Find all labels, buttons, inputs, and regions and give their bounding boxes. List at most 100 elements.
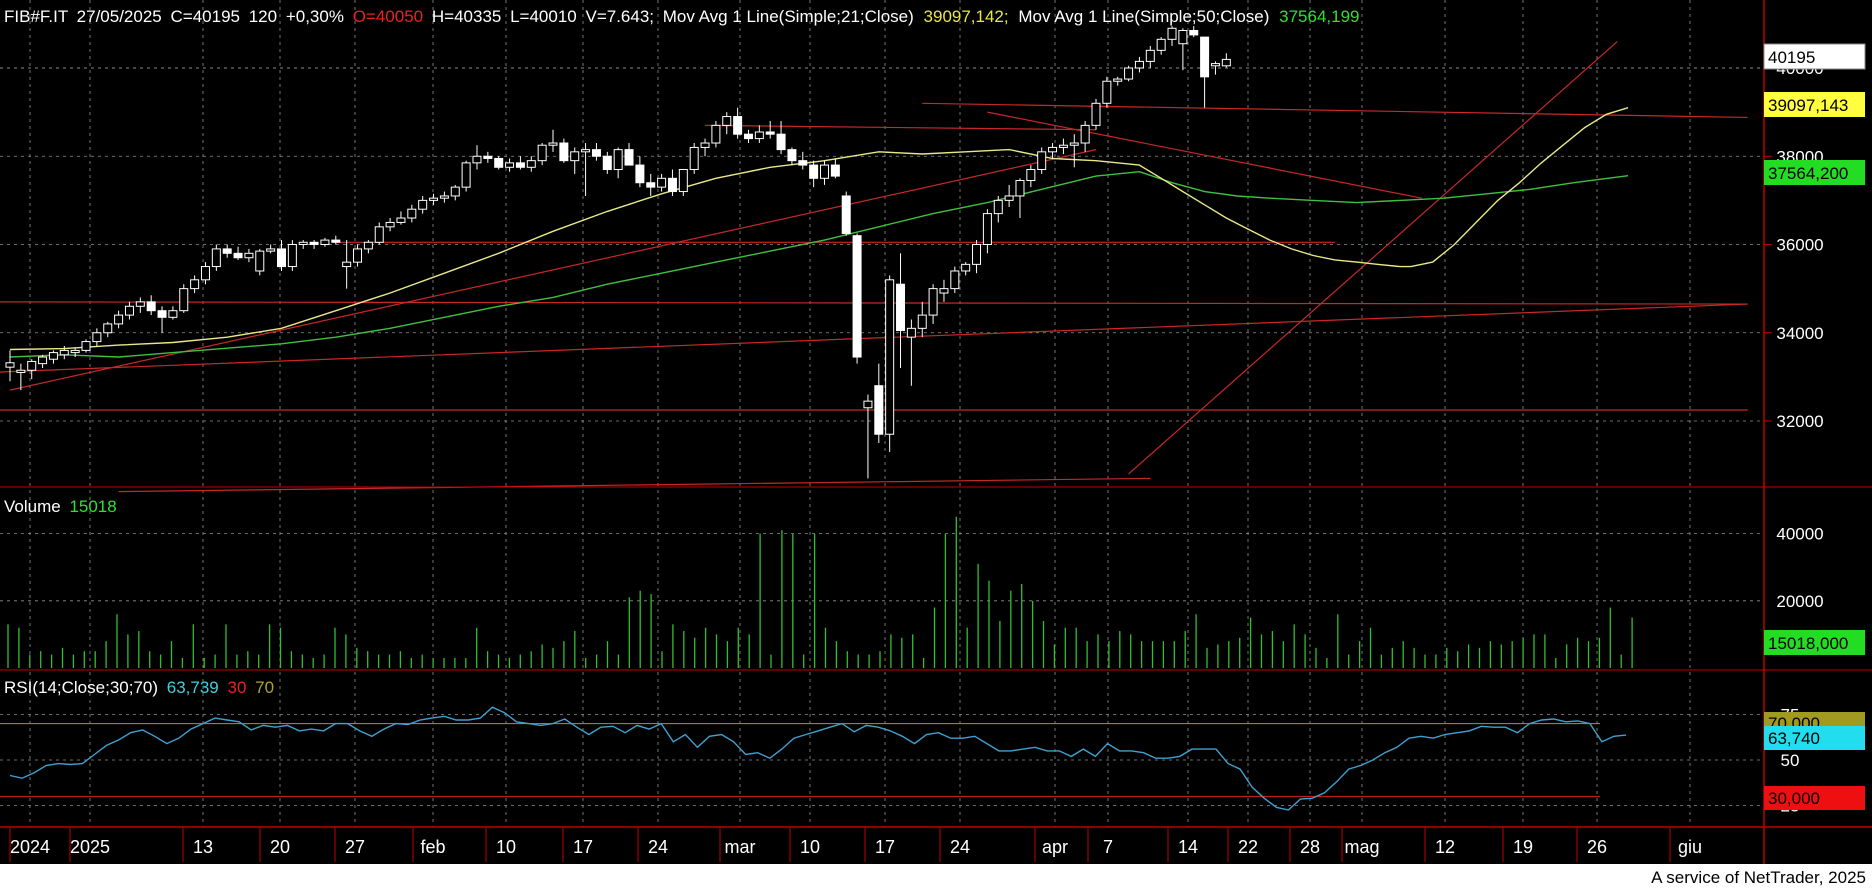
rsi-badge-text: 63,740	[1768, 729, 1820, 748]
candle-body-down	[874, 385, 884, 435]
candle-body-down	[222, 248, 232, 254]
legend-high: H=40335	[432, 7, 501, 26]
candle-body-up	[950, 270, 960, 290]
candle-body-down	[309, 241, 319, 245]
candle-body-down	[830, 164, 840, 177]
candle-body-down	[1189, 29, 1199, 36]
rsi-high: 70	[255, 678, 274, 697]
candle-body-up	[1145, 49, 1155, 62]
candle-body-down	[798, 160, 808, 166]
candle-body-up	[1026, 168, 1036, 182]
candle-body-up	[472, 155, 482, 164]
candle-body-up	[59, 349, 69, 356]
candle-body-up	[1124, 67, 1134, 80]
candle-body-up	[689, 146, 699, 170]
candle-body-up	[1210, 63, 1220, 67]
candle-body-up	[5, 362, 15, 368]
candle-body-up	[820, 164, 829, 179]
candle-body-down	[559, 142, 569, 162]
x-tick-label: 17	[875, 837, 895, 857]
legend-close: C=40195	[171, 7, 240, 26]
x-tick-labels: 2024 2025 13 20 27 feb 10 17 24 mar 10 17 24 apr 7 14 22…	[10, 837, 1702, 857]
footer-credit: A service of NetTrader, 2025	[1651, 868, 1866, 887]
candle-body-down	[635, 164, 645, 184]
candle-body-down	[624, 149, 634, 166]
trendline	[705, 124, 1097, 131]
candle-body-down	[646, 182, 656, 188]
candle-body-up	[972, 244, 982, 265]
candle-body-up	[27, 360, 37, 371]
price-badges: 40195 39097,143 37564,200 15018,000 70,0…	[1763, 43, 1866, 810]
x-tick-label: giu	[1678, 837, 1702, 857]
volume-tick-label: 20000	[1776, 592, 1823, 611]
price-tick-label: 32000	[1776, 412, 1823, 431]
candle-body-up	[906, 327, 916, 338]
candle-body-up	[700, 142, 710, 148]
candle-body-up	[939, 288, 949, 294]
price-tick-label: 36000	[1776, 236, 1823, 255]
x-tick-label: 26	[1587, 837, 1607, 857]
candle-body-down	[787, 149, 797, 162]
trendline	[9, 149, 1097, 391]
ma50-line	[9, 170, 1629, 358]
candle-body-down	[591, 149, 601, 157]
price-tick-label: 34000	[1776, 324, 1823, 343]
candle-body-down	[277, 248, 286, 268]
candle-body-down	[667, 177, 677, 193]
candle-body-up	[266, 248, 276, 252]
rsi-path	[9, 706, 1627, 811]
x-tick-label: 14	[1178, 837, 1198, 857]
candle-body-up	[439, 195, 449, 199]
close-badge-text: 40195	[1768, 48, 1815, 67]
legend-volume: V=7.643;	[585, 7, 654, 26]
axes	[0, 0, 1872, 864]
candle-body-up	[570, 151, 580, 162]
legend-date: 27/05/2025	[77, 7, 162, 26]
candle-body-up	[1069, 142, 1079, 146]
candle-body-up	[450, 186, 460, 197]
ma21-badge-text: 39097,143	[1768, 96, 1848, 115]
candle-body-up	[928, 288, 938, 316]
x-tick-label: 2024	[10, 837, 50, 857]
candle-body-up	[38, 356, 48, 365]
x-tick-label: 13	[193, 837, 213, 857]
x-tick-label: mar	[725, 837, 756, 857]
candle-body-up	[429, 197, 439, 201]
candle-body-up	[961, 263, 971, 272]
x-tick-label: 12	[1435, 837, 1455, 857]
x-tick-label: 10	[496, 837, 516, 857]
candle-body-up	[211, 248, 221, 268]
rsi-low: 30	[228, 678, 247, 697]
volume-bars	[7, 516, 1633, 668]
x-tick-label: 24	[950, 837, 970, 857]
footer-bar	[0, 864, 1872, 888]
candle-body-up	[363, 241, 373, 250]
candle-body-up	[287, 244, 297, 268]
x-tick-label: mag	[1344, 837, 1379, 857]
candle-body-up	[255, 250, 265, 272]
candle-body-up	[722, 116, 732, 126]
candle-body-up	[124, 305, 134, 316]
candle-body-up	[16, 369, 26, 373]
candle-body-up	[754, 131, 764, 140]
x-tick-label: 20	[270, 837, 290, 857]
x-tick-label: 28	[1300, 837, 1320, 857]
candle-body-up	[190, 279, 200, 290]
rsi-value: 63,739	[167, 678, 219, 697]
moving-averages	[9, 107, 1629, 358]
candle-body-up	[1058, 144, 1068, 148]
candlesticks	[5, 26, 1231, 479]
candle-body-down	[483, 155, 493, 159]
trendline	[0, 301, 1748, 305]
x-tick-label: apr	[1042, 837, 1068, 857]
legend-ma21-label: Mov Avg 1 Line(Simple;21;Close)	[663, 7, 914, 26]
rsi-badge	[1764, 726, 1865, 750]
candle-body-up	[1167, 27, 1177, 40]
x-tick-label: 24	[648, 837, 668, 857]
x-tick-label: 19	[1513, 837, 1533, 857]
candle-body-up	[135, 301, 145, 307]
candle-body-up	[298, 241, 308, 245]
legend-change-pct: +0,30%	[286, 7, 344, 26]
rsi-legend: RSI(14;Close;30;70) 63,739 30 70	[4, 678, 274, 697]
